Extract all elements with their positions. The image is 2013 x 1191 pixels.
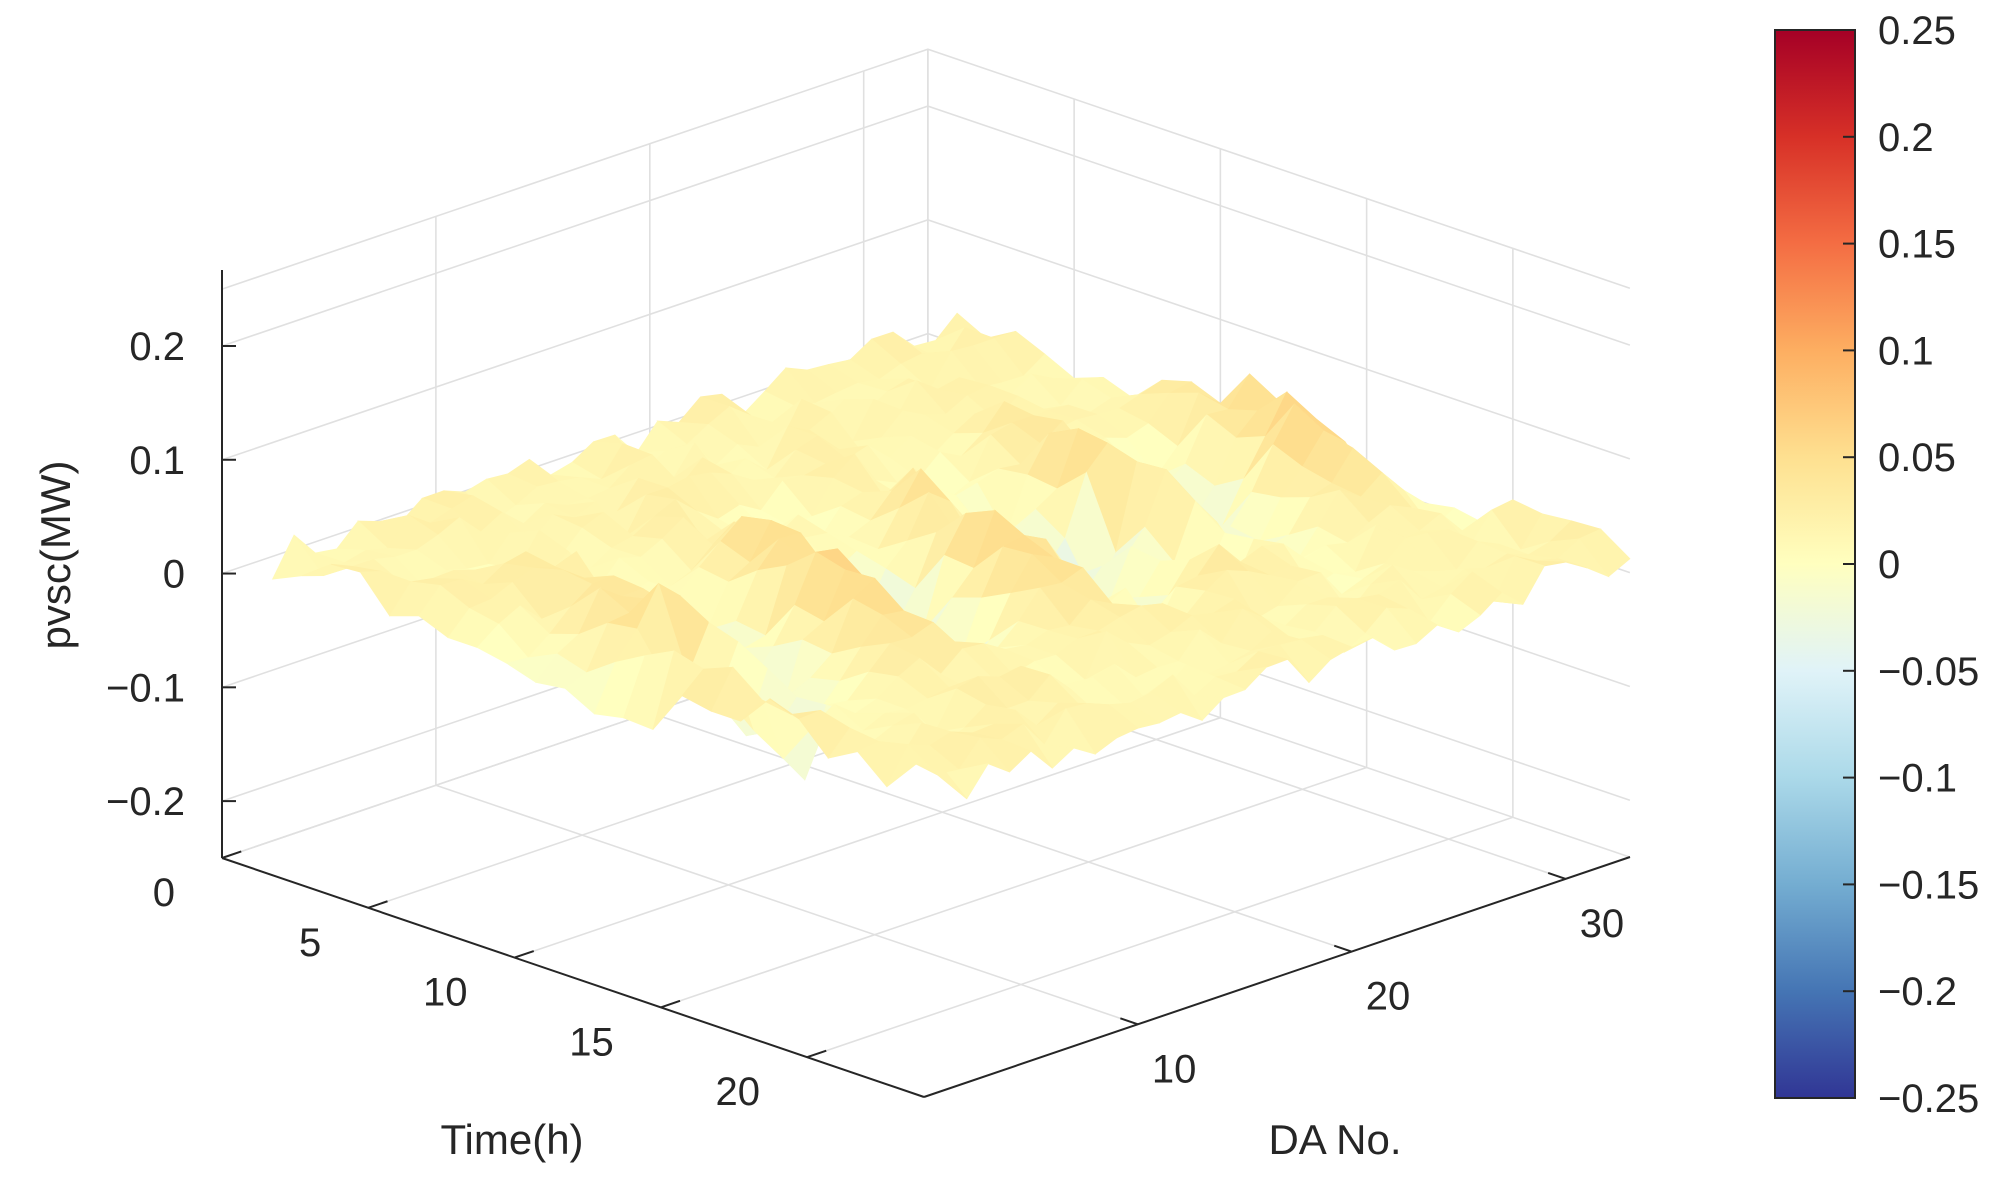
x-tick-mark — [806, 1049, 827, 1059]
y-tick-mark — [1547, 872, 1567, 880]
colorbar-gradient — [1774, 29, 1856, 1099]
x-axis-label: Time(h) — [440, 1116, 583, 1163]
colorbar-tick-label: −0.1 — [1878, 757, 1957, 801]
x-tick-label: 0 — [153, 871, 175, 915]
y-tick-mark — [1333, 944, 1353, 953]
z-tick-label: −0.2 — [106, 780, 185, 824]
x-tick-label: 10 — [423, 971, 468, 1015]
x-tick-mark — [660, 999, 681, 1009]
colorbar-tick-label: −0.25 — [1878, 1077, 1979, 1121]
colorbar-tick-label: 0.2 — [1878, 116, 1934, 160]
x-tick-label: 5 — [299, 921, 321, 965]
time-axis-ticks: 0 5 10 15 20 — [153, 850, 827, 1114]
colorbar-tick-label: −0.05 — [1878, 650, 1979, 694]
x-tick-label: 20 — [716, 1070, 761, 1114]
z-tick-label: 0 — [163, 553, 185, 597]
colorbar: 0.25 0.2 0.15 0.1 0.05 0 −0.05 −0.1 −0.15 −0.2 −0.… — [1774, 9, 1979, 1121]
surface-plot — [271, 312, 1631, 800]
grid-line — [806, 816, 1514, 1058]
da-axis-ticks: 10 20 30 — [1120, 872, 1625, 1091]
x-tick-mark — [221, 850, 242, 859]
colorbar-ticks: 0.25 0.2 0.15 0.1 0.05 0 −0.05 −0.1 −0.15 −0.2 −0.… — [1843, 9, 1979, 1121]
z-tick-label: 0.1 — [129, 439, 185, 483]
y-tick-label: 30 — [1580, 902, 1625, 946]
y-tick-label: 20 — [1366, 975, 1411, 1019]
z-tick-label: 0.2 — [129, 325, 185, 369]
grid-line — [221, 48, 1631, 290]
colorbar-tick-label: 0.05 — [1878, 436, 1956, 480]
x-tick-label: 15 — [569, 1020, 614, 1064]
z-axis-ticks: 0.2 0.1 0 −0.1 −0.2 — [106, 325, 236, 824]
x-tick-mark — [367, 900, 388, 909]
y-tick-mark — [1120, 1017, 1139, 1026]
da-axis-line — [923, 856, 1631, 1098]
colorbar-tick-label: 0.15 — [1878, 223, 1956, 267]
colorbar-tick-label: 0 — [1878, 543, 1900, 587]
grid-line — [435, 784, 1139, 1026]
grid-line — [221, 219, 1631, 461]
grid-line — [514, 716, 1221, 959]
colorbar-tick-label: −0.2 — [1878, 970, 1957, 1014]
grid-line — [221, 105, 1631, 347]
colorbar-tick-label: 0.25 — [1878, 9, 1956, 53]
x-tick-mark — [514, 950, 535, 959]
surface-patch — [915, 763, 968, 800]
grid-line — [649, 711, 1353, 953]
colorbar-tick-label: 0.1 — [1878, 329, 1934, 373]
z-tick-label: −0.1 — [106, 666, 185, 710]
y-axis-label: DA No. — [1268, 1116, 1401, 1163]
y-tick-label: 10 — [1152, 1047, 1197, 1091]
z-axis-label: pvsc(MW) — [32, 461, 79, 650]
grid-line — [660, 766, 1367, 1009]
colorbar-tick-label: −0.15 — [1878, 863, 1979, 907]
